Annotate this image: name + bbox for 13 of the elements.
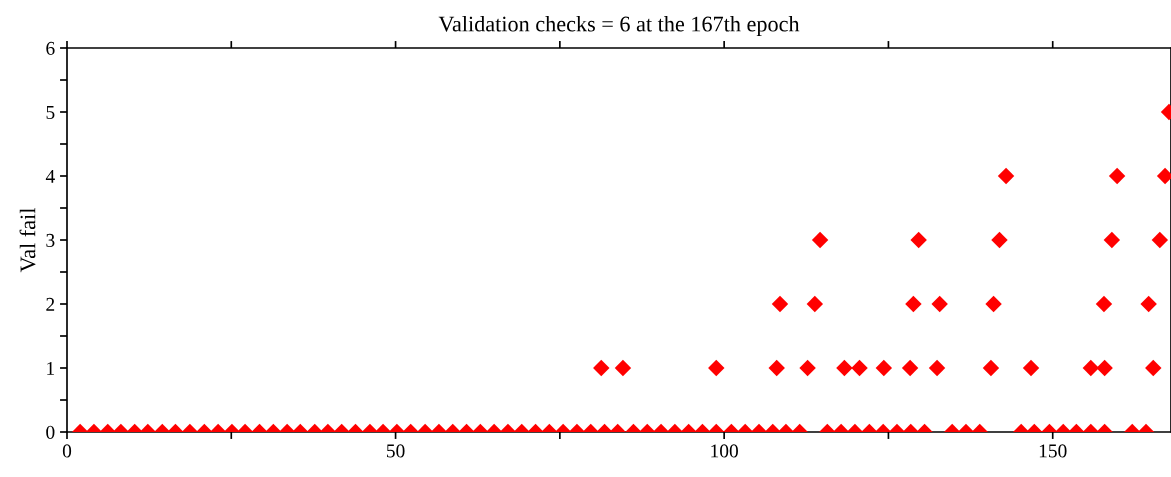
y-tick-label: 1 <box>47 361 55 375</box>
y-tick-label: 3 <box>46 233 55 247</box>
x-tick-label: 150 <box>1039 444 1067 458</box>
y-tick-label: 5 <box>46 106 55 119</box>
y-tick-label: 0 <box>46 425 55 439</box>
x-tick-label: 50 <box>386 444 405 458</box>
y-tick-label: 2 <box>46 297 55 311</box>
x-tick-label: 100 <box>711 444 738 458</box>
y-tick-label: 6 <box>46 41 55 55</box>
chart-title: Validation checks = 6 at the 167th epoch <box>438 15 800 37</box>
y-tick-label: 4 <box>45 169 55 183</box>
x-tick-label: 0 <box>62 444 72 458</box>
y-axis-title: Val fail <box>19 208 36 273</box>
